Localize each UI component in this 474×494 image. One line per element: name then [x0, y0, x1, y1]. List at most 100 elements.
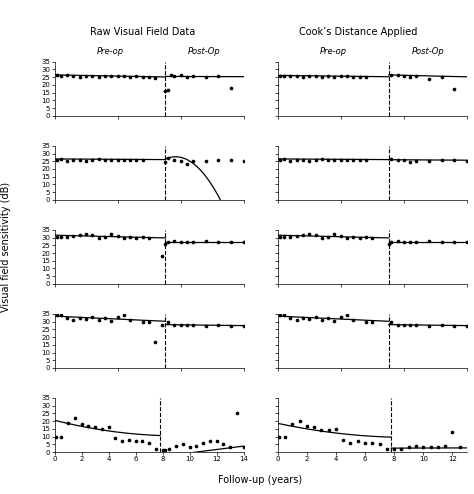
Point — [293, 73, 301, 81]
Point — [350, 73, 357, 81]
Point — [456, 444, 464, 452]
Point — [441, 442, 449, 450]
Point — [337, 232, 345, 240]
Point — [78, 420, 85, 428]
Point — [362, 157, 370, 165]
Point — [339, 436, 347, 444]
Point — [95, 316, 102, 324]
Point — [127, 233, 134, 241]
Point — [280, 233, 288, 241]
Point — [406, 321, 414, 329]
Point — [281, 433, 289, 441]
Text: Cook’s Distance Applied: Cook’s Distance Applied — [299, 27, 417, 37]
Point — [98, 425, 106, 433]
Point — [76, 156, 83, 164]
Point — [70, 156, 77, 164]
Point — [215, 321, 222, 329]
Point — [146, 318, 153, 326]
Point — [368, 318, 376, 326]
Point — [95, 155, 102, 163]
Point — [312, 231, 319, 239]
Point — [305, 315, 313, 323]
Point — [53, 156, 61, 164]
Point — [343, 234, 351, 242]
Point — [127, 316, 134, 324]
Point — [120, 73, 128, 81]
Point — [400, 157, 408, 165]
Point — [413, 322, 420, 329]
Point — [293, 232, 301, 240]
Point — [276, 233, 284, 241]
Point — [293, 316, 301, 324]
Point — [287, 315, 294, 323]
Point — [146, 439, 153, 447]
Point — [280, 311, 288, 319]
Point — [337, 156, 345, 164]
Point — [158, 252, 165, 260]
Point — [152, 445, 160, 453]
Point — [343, 156, 351, 164]
Point — [463, 322, 471, 330]
Text: Follow-up (years): Follow-up (years) — [218, 475, 302, 485]
Point — [387, 155, 395, 163]
Point — [152, 74, 159, 82]
Point — [89, 72, 96, 80]
Point — [101, 156, 109, 164]
Point — [133, 234, 140, 242]
Point — [146, 234, 153, 242]
Point — [57, 155, 64, 163]
Point — [53, 71, 61, 79]
Point — [118, 437, 126, 445]
Point — [312, 313, 319, 321]
Point — [186, 444, 193, 452]
Point — [324, 314, 332, 322]
Point — [276, 311, 284, 319]
Text: Visual field sensitivity (dB): Visual field sensitivity (dB) — [0, 182, 11, 312]
Point — [324, 72, 332, 80]
Point — [287, 157, 294, 165]
Point — [125, 436, 133, 444]
Point — [400, 238, 408, 246]
Text: Pre-op: Pre-op — [96, 47, 124, 56]
Point — [227, 157, 235, 165]
Point — [139, 233, 146, 241]
Point — [82, 157, 90, 165]
Point — [362, 318, 370, 326]
Point — [391, 445, 398, 453]
Point — [57, 233, 64, 241]
Point — [289, 420, 296, 428]
Point — [398, 445, 405, 453]
Point — [438, 156, 446, 164]
Point — [127, 156, 134, 164]
Point — [376, 440, 383, 448]
Point — [164, 85, 172, 93]
Point — [206, 437, 214, 445]
Point — [343, 73, 351, 81]
Point — [412, 442, 420, 450]
Point — [318, 73, 326, 81]
Point — [394, 321, 401, 329]
Point — [438, 238, 446, 246]
Point — [70, 72, 77, 80]
Point — [159, 447, 166, 454]
Point — [419, 444, 427, 452]
Point — [434, 444, 442, 452]
Point — [368, 234, 376, 242]
Point — [179, 440, 187, 448]
Point — [76, 231, 83, 239]
Point — [202, 322, 210, 330]
Point — [305, 72, 313, 80]
Point — [162, 240, 169, 247]
Point — [346, 439, 354, 447]
Point — [82, 72, 90, 80]
Point — [171, 72, 178, 80]
Point — [324, 233, 332, 241]
Point — [450, 322, 458, 330]
Point — [158, 321, 165, 329]
Point — [64, 233, 71, 241]
Point — [177, 157, 184, 165]
Point — [350, 156, 357, 164]
Point — [400, 322, 408, 329]
Point — [318, 155, 326, 163]
Point — [331, 156, 338, 164]
